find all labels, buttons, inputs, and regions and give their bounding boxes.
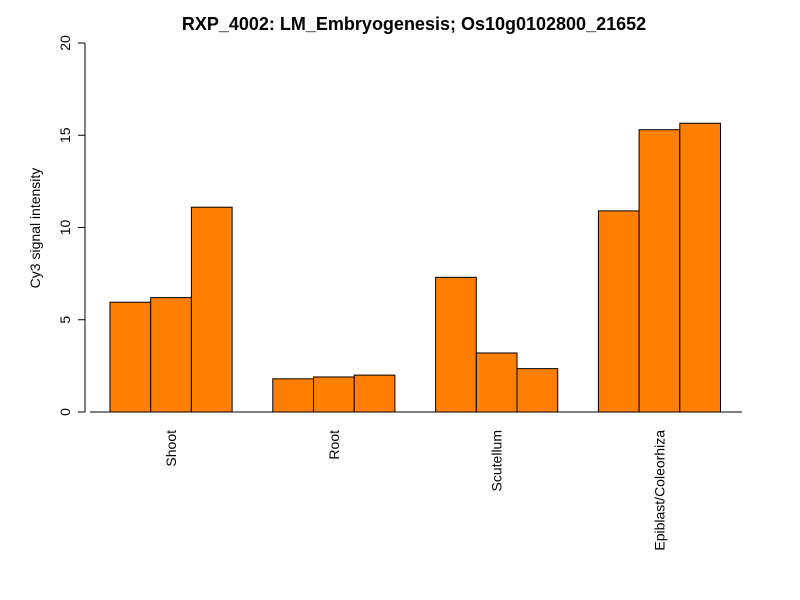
bar xyxy=(638,129,681,413)
bar xyxy=(516,368,559,413)
bar xyxy=(190,206,233,413)
x-axis-labels: Shoot Root Scutellum Epiblast/Coleorhiza xyxy=(163,430,667,551)
bar xyxy=(679,122,721,413)
chart-title: RXP_4002: LM_Embryogenesis; Os10g0102800… xyxy=(182,14,646,34)
bar xyxy=(313,376,355,413)
bar xyxy=(353,374,396,413)
x-category-label: Root xyxy=(326,430,342,460)
y-axis-title: Cy3 signal intensity xyxy=(27,168,43,289)
x-category-label: Scutellum xyxy=(489,430,505,491)
bar xyxy=(475,352,518,413)
y-tick-label: 5 xyxy=(57,316,73,324)
y-axis: 0 5 10 15 20 xyxy=(57,35,86,416)
bar xyxy=(435,276,477,413)
bars-group xyxy=(109,122,721,413)
bar xyxy=(109,301,152,413)
bar xyxy=(597,210,640,413)
y-tick-label: 0 xyxy=(57,408,73,416)
bar xyxy=(150,297,192,413)
y-tick-label: 10 xyxy=(57,220,73,236)
x-category-label: Shoot xyxy=(163,430,179,467)
y-tick-label: 15 xyxy=(57,127,73,143)
x-category-label: Epiblast/Coleorhiza xyxy=(651,430,667,551)
y-tick-label: 20 xyxy=(57,35,73,51)
bar xyxy=(272,378,314,413)
